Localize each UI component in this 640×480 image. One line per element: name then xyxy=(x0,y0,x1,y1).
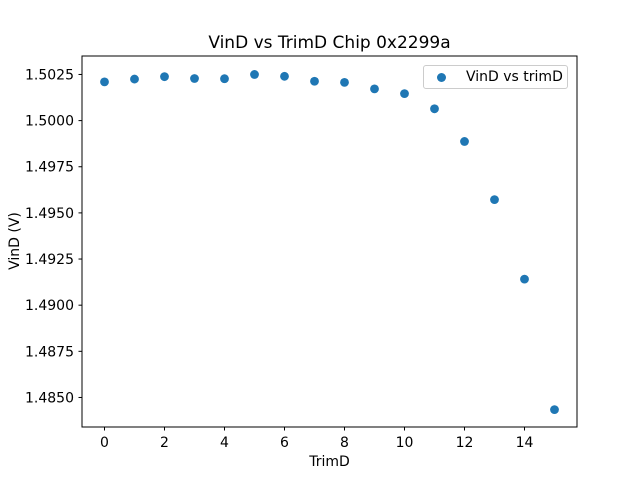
y-tick-label: 1.5000 xyxy=(25,114,74,130)
scatter-point xyxy=(100,77,109,87)
x-tick-label: 10 xyxy=(396,435,414,451)
x-tick-label: 12 xyxy=(456,435,474,451)
scatter-point xyxy=(220,74,229,84)
chart-title: VinD vs TrimD Chip 0x2299a xyxy=(208,33,451,53)
scatter-point xyxy=(490,195,499,205)
scatter-point xyxy=(340,77,349,87)
axes-frame xyxy=(81,55,578,428)
scatter-point xyxy=(130,74,139,84)
y-tick-label: 1.5025 xyxy=(25,67,74,83)
x-tick-label: 6 xyxy=(280,435,289,451)
scatter-point xyxy=(160,72,169,82)
x-tick-label: 0 xyxy=(100,435,109,451)
scatter-point xyxy=(190,74,199,83)
legend-label: VinD vs trimD xyxy=(466,69,563,85)
y-tick-label: 1.4950 xyxy=(25,206,74,222)
scatter-point xyxy=(400,89,409,99)
scatter-point xyxy=(520,274,529,284)
legend: VinD vs trimD xyxy=(423,65,568,89)
scatter-point xyxy=(550,405,559,415)
x-tick-label: 8 xyxy=(340,435,349,451)
x-tick-label: 14 xyxy=(516,435,534,451)
y-tick-label: 1.4900 xyxy=(25,298,74,314)
scatter-point xyxy=(430,104,439,114)
y-tick-label: 1.4925 xyxy=(25,252,74,268)
x-tick-label: 2 xyxy=(160,435,169,451)
x-axis-label: TrimD xyxy=(309,454,350,470)
scatter-point xyxy=(250,70,259,79)
scatter-point xyxy=(310,76,319,86)
y-tick-label: 1.4850 xyxy=(25,390,74,406)
legend-circle-icon xyxy=(437,72,446,82)
y-tick-label: 1.4975 xyxy=(25,160,74,176)
y-tick-label: 1.4875 xyxy=(25,344,74,360)
scatter-point xyxy=(280,71,289,81)
scatter-point xyxy=(460,137,469,146)
x-tick-label: 4 xyxy=(220,435,229,451)
scatter-point xyxy=(370,84,379,94)
